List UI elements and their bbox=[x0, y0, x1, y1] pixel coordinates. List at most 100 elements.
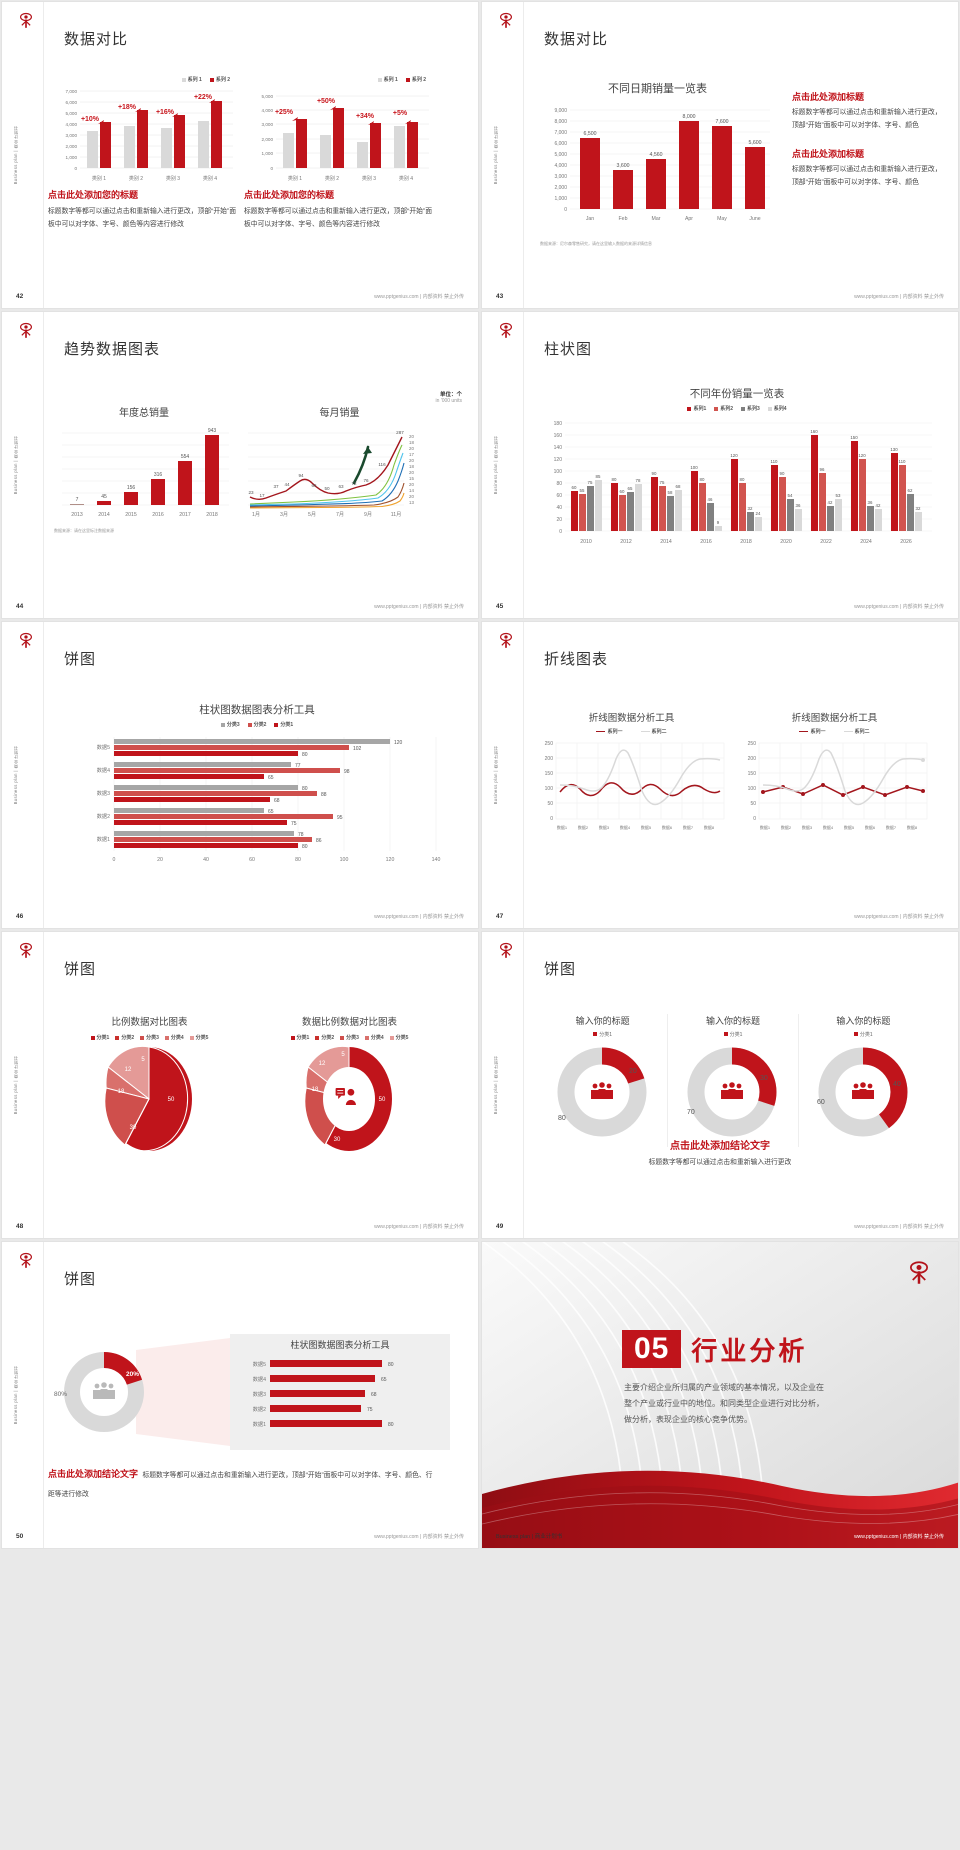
svg-text:120: 120 bbox=[730, 453, 738, 458]
slide-divider bbox=[43, 2, 44, 308]
svg-text:2,000: 2,000 bbox=[554, 185, 567, 191]
slide-44[interactable]: Business plan | 商业计划书 趋势数据图表 单位：个 in '00… bbox=[1, 311, 479, 619]
svg-text:+5%: +5% bbox=[393, 110, 408, 117]
brand-logo-icon bbox=[496, 632, 516, 652]
chart-s42-left: 7,000 6,000 5,000 4,000 3,000 2,000 1,000 0 +… bbox=[66, 89, 233, 182]
svg-text:80: 80 bbox=[612, 477, 617, 482]
svg-text:20: 20 bbox=[157, 857, 163, 863]
svg-text:15: 15 bbox=[409, 476, 414, 481]
svg-text:Mar: Mar bbox=[652, 216, 661, 222]
slide-divider bbox=[523, 2, 524, 308]
page-number: 46 bbox=[16, 913, 24, 920]
svg-text:80: 80 bbox=[388, 1362, 394, 1368]
legend-item: 分类1 bbox=[290, 1034, 309, 1041]
chart-s47-right: 250 200 150 100 50 0 数据1 数据2 数据3 数据4 数据5 数据6 数据7 数… bbox=[748, 741, 928, 830]
svg-text:Feb: Feb bbox=[619, 216, 628, 222]
conclusion-headline: 点击此处添加结论文字 bbox=[670, 1141, 770, 1152]
svg-text:4,000: 4,000 bbox=[66, 122, 78, 127]
svg-text:数据8: 数据8 bbox=[704, 824, 715, 830]
svg-text:2014: 2014 bbox=[98, 512, 110, 518]
svg-text:4,560: 4,560 bbox=[650, 152, 663, 158]
svg-text:20: 20 bbox=[409, 482, 414, 487]
svg-text:20: 20 bbox=[409, 470, 414, 475]
chart-pie-left: 50 30 18 12 5 bbox=[104, 1045, 192, 1152]
legend-item: 系列1 bbox=[687, 405, 706, 412]
chart-source: 数据来源：请在这里标注数据来源 bbox=[54, 528, 114, 533]
legend-item: 系列2 bbox=[714, 405, 733, 412]
page-title: 饼图 bbox=[544, 961, 577, 978]
svg-text:60: 60 bbox=[249, 857, 255, 863]
svg-text:86: 86 bbox=[316, 838, 322, 844]
side-label: Business plan | 商业计划书 bbox=[13, 125, 18, 185]
page-title: 饼图 bbox=[64, 651, 97, 668]
conclusion-body: 标题数字等都可以通过点击和重新输入进行更改 bbox=[648, 1159, 792, 1166]
svg-text:2018: 2018 bbox=[206, 512, 218, 518]
slide-47[interactable]: Business plan | 商业计划书 折线图表 折线图数据分析工具 系列一… bbox=[481, 621, 959, 929]
slide-48[interactable]: Business plan | 商业计划书 饼图 比例数据对比图表 分类1 分类… bbox=[1, 931, 479, 1239]
svg-text:4,000: 4,000 bbox=[262, 108, 274, 113]
svg-text:1,000: 1,000 bbox=[554, 196, 567, 202]
page-number: 49 bbox=[496, 1223, 504, 1230]
footer-text: www.pptgenius.com | 内部资料 禁止外传 bbox=[374, 1534, 464, 1540]
svg-text:5: 5 bbox=[341, 1052, 345, 1058]
chart-title-left: 折线图数据分析工具 bbox=[588, 713, 675, 724]
svg-text:54: 54 bbox=[788, 493, 793, 498]
svg-text:数据2: 数据2 bbox=[578, 824, 589, 830]
slide-51[interactable]: 05 行业分析 主要介绍企业所归属的产业领域的基本情况，以及企业在整个产业或行业… bbox=[481, 1241, 959, 1549]
svg-text:+50%: +50% bbox=[317, 98, 336, 105]
page-title: 柱状图 bbox=[544, 341, 593, 358]
svg-text:7,600: 7,600 bbox=[716, 119, 729, 125]
legend-s42-left: 系列 1 系列 2 bbox=[48, 76, 230, 83]
card-legend: 分类1 bbox=[668, 1031, 797, 1038]
legend-item: 系列 1 bbox=[181, 76, 202, 83]
svg-text:130: 130 bbox=[890, 447, 898, 452]
svg-text:66: 66 bbox=[311, 483, 317, 488]
page-title: 数据对比 bbox=[544, 31, 609, 48]
donut-1: 20 80 bbox=[557, 1047, 647, 1137]
svg-text:62: 62 bbox=[908, 488, 913, 493]
svg-text:18: 18 bbox=[409, 464, 414, 469]
legend-s47-left: 系列一 系列二 bbox=[534, 728, 729, 735]
svg-text:类别 1: 类别 1 bbox=[288, 175, 302, 182]
section-title: 行业分析 bbox=[691, 1335, 808, 1366]
svg-text:2012: 2012 bbox=[620, 539, 632, 545]
svg-text:数据4: 数据4 bbox=[620, 824, 631, 830]
donut-3: 40 60 bbox=[817, 1047, 908, 1137]
svg-text:May: May bbox=[717, 216, 727, 222]
slide-45[interactable]: Business plan | 商业计划书 柱状图 不同年份销量一览表 系列1 … bbox=[481, 311, 959, 619]
footer-text: www.pptgenius.com | 内部资料 禁止外传 bbox=[854, 604, 944, 610]
slide-49[interactable]: Business plan | 商业计划书 饼图 输入你的标题 分类1 20 8… bbox=[481, 931, 959, 1239]
side-label: Business plan | 商业计划书 bbox=[493, 745, 498, 805]
svg-text:13: 13 bbox=[409, 500, 414, 505]
legend-s45: 系列1 系列2 系列3 系列4 bbox=[537, 405, 937, 412]
slide-42[interactable]: Business plan | 商业计划书 数据对比 系列 1 系列 2 7,0… bbox=[1, 1, 479, 309]
svg-text:0: 0 bbox=[113, 857, 116, 863]
pie-label: 12 bbox=[125, 1067, 132, 1073]
slide-50[interactable]: Business plan | 商业计划书 饼图 20% 80% 柱状图数据图表… bbox=[1, 1241, 479, 1549]
pie-label: 5 bbox=[141, 1057, 145, 1063]
svg-text:2016: 2016 bbox=[700, 539, 712, 545]
donut-value: 30 bbox=[760, 1075, 768, 1082]
slide-43[interactable]: Business plan | 商业计划书 数据对比 不同日期销量一览表 9,0… bbox=[481, 1, 959, 309]
legend-pie-left: 分类1 分类2 分类3 分类4 分类5 bbox=[52, 1034, 247, 1041]
svg-text:14: 14 bbox=[409, 488, 414, 493]
svg-text:65: 65 bbox=[268, 809, 274, 815]
svg-text:100: 100 bbox=[340, 857, 349, 863]
svg-text:数据2: 数据2 bbox=[97, 812, 110, 820]
donut-rest: 70 bbox=[687, 1109, 695, 1116]
svg-text:0: 0 bbox=[559, 529, 562, 535]
svg-text:+22%: +22% bbox=[194, 94, 213, 101]
svg-text:180: 180 bbox=[554, 421, 563, 427]
svg-text:12: 12 bbox=[319, 1061, 326, 1067]
svg-text:36: 36 bbox=[796, 503, 801, 508]
legend-item: 分类2 bbox=[115, 1034, 134, 1041]
svg-text:2017: 2017 bbox=[179, 512, 191, 518]
svg-text:9: 9 bbox=[717, 520, 720, 525]
slide-46[interactable]: Business plan | 商业计划书 饼图 柱状图数据图表分析工具 分类3… bbox=[1, 621, 479, 929]
donut-rest: 60 bbox=[817, 1099, 825, 1106]
svg-text:June: June bbox=[749, 216, 760, 222]
svg-text:75: 75 bbox=[367, 1407, 373, 1413]
svg-text:5,000: 5,000 bbox=[262, 94, 274, 99]
svg-text:30: 30 bbox=[334, 1137, 341, 1143]
svg-text:200: 200 bbox=[748, 756, 757, 762]
